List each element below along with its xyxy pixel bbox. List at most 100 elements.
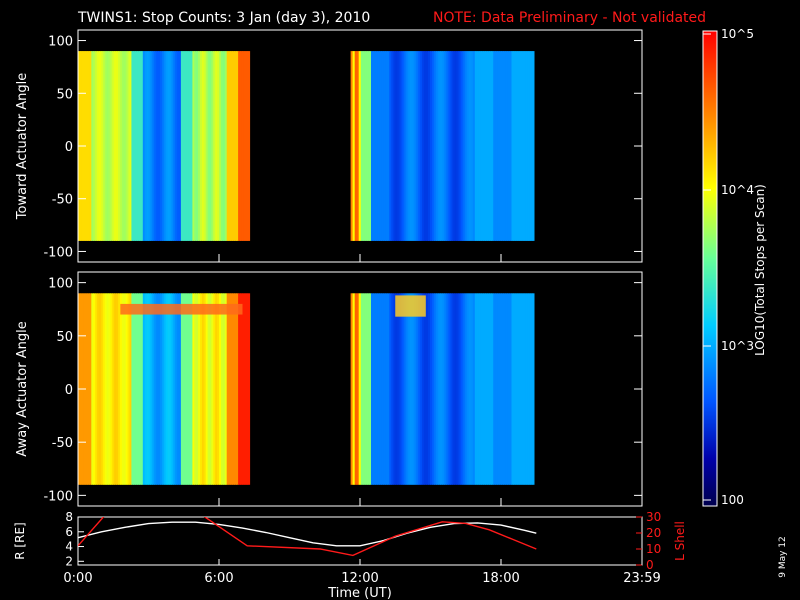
heatmap-column [182,51,186,241]
heatmap-column [171,293,174,485]
heatmap-column [442,293,445,485]
data-note: NOTE: Data Preliminary - Not validated [433,10,706,26]
heatmap-column [161,51,165,241]
heatmap-column [196,293,199,485]
heatmap-column [428,51,431,241]
heatmap-column [487,51,490,241]
heatmap-column [165,293,169,485]
y-tick-label: 50 [56,330,73,345]
heatmap-column [423,293,427,485]
heatmap-column [131,293,134,485]
heatmap-column [167,293,171,485]
heatmap-column [523,51,527,241]
heatmap-column [444,51,447,241]
heatmap-column [383,51,386,241]
y-tick-label: 50 [56,87,73,102]
l-shell-series-line [78,517,537,557]
heatmap-column [415,51,419,241]
x-axis-label: Time (UT) [327,586,392,600]
heatmap-column [173,51,176,241]
heatmap-column [375,51,378,241]
heatmap-column [511,51,515,241]
heatmap-column [499,293,502,485]
colorbar-label: LOG10(Total Stops per Scan) [753,184,767,356]
colorbar: 10^5 10^4 10^3 100 LOG10(Total Stops per Sc… [702,27,767,507]
heatmap-column [407,293,411,485]
heatmap-column [452,293,455,485]
heatmap-column [401,293,405,485]
heatmap-column [446,293,449,485]
l-shell-tick-label: 0 [646,558,654,572]
heatmap-column [419,293,423,485]
heatmap-column [448,51,451,241]
heatmap-column [399,51,403,241]
heatmap-column [354,51,358,241]
heatmap-column [517,51,521,241]
heatmap-column [184,293,188,485]
heatmap-column [409,51,413,241]
heatmap-column [483,51,486,241]
heatmap-column [360,51,364,241]
heatmap-column [360,293,364,485]
heatmap-column [104,293,108,485]
heatmap-column [366,51,370,241]
heatmap-column [207,293,211,485]
heatmap-column [489,293,492,485]
heatmap-column [119,293,123,485]
heatmap-column [150,51,153,241]
heatmap-column [521,51,525,241]
heatmap-column [127,51,131,241]
heatmap-column [116,293,119,485]
heatmap-column [373,51,376,241]
heatmap-column [186,51,190,241]
heatmap-column [517,293,521,485]
heatmap-column [99,293,102,485]
heatmap-column [476,51,480,241]
heatmap-column [114,293,117,485]
heatmap-column [505,293,508,485]
heatmap-column [194,293,197,485]
heatmap-column [148,51,151,241]
heatmap-column [529,51,533,241]
heatmap-column [393,51,396,241]
colorbar-tick-label: 10^3 [721,339,754,353]
y-tick-label: -50 [52,193,73,208]
heatmap-column [142,293,146,485]
heatmap-column [142,51,146,241]
heatmap-column [179,293,182,485]
heatmap-column [464,51,468,241]
r-tick-label: 4 [65,540,73,554]
heatmap-column [118,51,121,241]
heatmap-away-panel: 100 50 0 -50 -100 Away Actuator Angle [15,271,643,507]
heatmap-column [213,51,216,241]
heatmap-column [221,51,224,241]
heatmap-column [163,51,167,241]
heatmap-column [531,293,535,485]
x-tick-label: 6:00 [204,571,233,586]
heatmap-column [91,293,94,485]
heatmap-column [389,51,392,241]
heatmap-column [468,293,472,485]
heatmap-column [497,293,500,485]
orbit-panel-series [78,517,537,557]
r-tick-label: 8 [65,510,73,524]
heatmap-column [523,293,527,485]
heatmap-column [379,293,382,485]
heatmap-column [123,51,127,241]
heatmap-column [188,51,192,241]
heatmap-column [106,293,110,485]
y-tick-label: -50 [52,436,73,451]
heatmap-column [421,293,425,485]
heatmap-column [513,51,517,241]
heatmap-column [371,51,374,241]
heatmap-column [175,293,178,485]
heatmap-column [139,51,142,241]
heatmap-column [371,293,374,485]
date-stamp: 9 May 12 [778,536,788,578]
heatmap-column [230,293,233,485]
heatmap-column [240,51,243,241]
heatmap-column [478,51,482,241]
heatmap-column [350,51,354,241]
heatmap-column [177,293,180,485]
heatmap-column [499,51,502,241]
